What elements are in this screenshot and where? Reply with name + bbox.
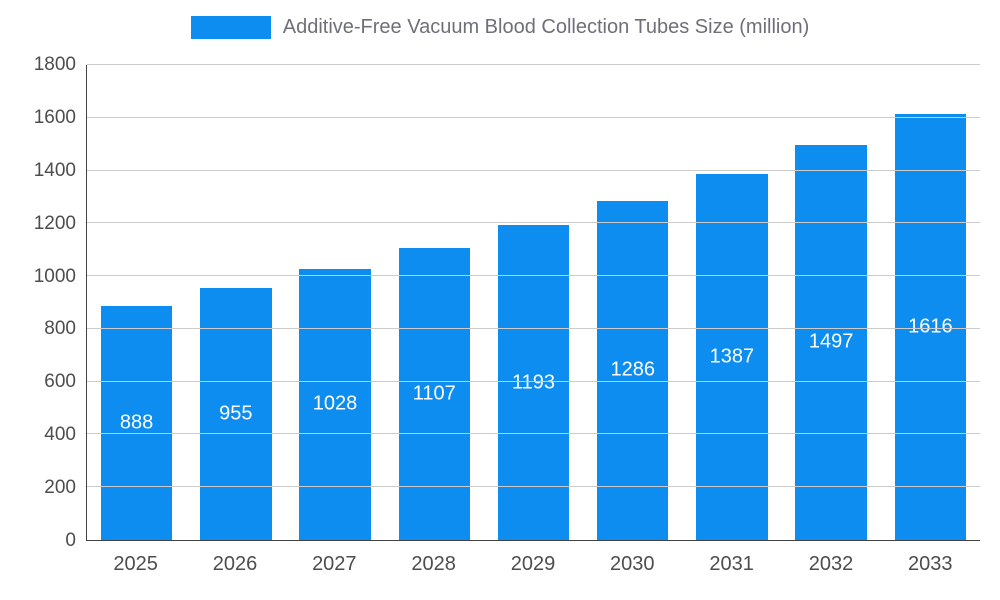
bar-2031: 1387 xyxy=(696,174,768,540)
x-tick-label: 2029 xyxy=(510,553,556,575)
gridline xyxy=(87,486,980,488)
y-tick-label: 1400 xyxy=(33,159,76,181)
bar-band: 1107 xyxy=(385,65,484,540)
x-axis: 2025 2026 2027 2028 2029 2030 2031 2032 2033 xyxy=(86,553,980,576)
gridline xyxy=(87,116,980,118)
x-tick-label: 2032 xyxy=(808,553,854,575)
x-tick-label: 2030 xyxy=(610,553,655,575)
bar-band: 888 xyxy=(87,65,186,540)
y-tick-label: 1000 xyxy=(33,265,76,287)
bar-value-label: 1616 xyxy=(908,315,953,338)
bar-band: 1193 xyxy=(484,65,583,540)
bar-band: 1286 xyxy=(583,65,682,540)
bar-2025: 888 xyxy=(100,305,173,540)
bar-2028: 1107 xyxy=(398,247,470,540)
x-tick-label: 2025 xyxy=(113,553,158,575)
x-tick-label: 2027 xyxy=(312,553,357,575)
x-tick-label: 2031 xyxy=(709,553,754,575)
y-tick-label: 0 xyxy=(65,530,76,551)
gridline xyxy=(87,433,980,435)
legend: Additive-Free Vacuum Blood Collection Tu… xyxy=(0,16,1000,39)
bar-2033: 1616 xyxy=(894,113,967,540)
y-tick-label: 200 xyxy=(44,477,76,499)
legend-swatch xyxy=(190,16,271,39)
y-tick-label: 1600 xyxy=(33,106,76,128)
bar-value-label: 888 xyxy=(119,411,154,434)
bar-value-label: 1497 xyxy=(808,330,854,353)
bars-row: 888 955 1028 1107 1193 1286 1387 1497 1616 xyxy=(87,65,980,540)
bar-value-label: 1028 xyxy=(312,392,358,415)
gridline xyxy=(87,327,980,329)
gridline xyxy=(87,222,980,224)
y-tick-label: 1200 xyxy=(33,212,76,234)
gridline xyxy=(87,275,980,277)
bar-value-label: 955 xyxy=(219,402,253,425)
y-tick-label: 600 xyxy=(44,371,76,393)
bar-2027: 1028 xyxy=(299,268,371,540)
gridline xyxy=(87,64,980,65)
x-tick-label: 2026 xyxy=(212,553,258,575)
x-tick-label: 2033 xyxy=(908,553,953,575)
bar-value-label: 1286 xyxy=(610,358,655,381)
bar-band: 955 xyxy=(186,65,285,540)
y-tick-label: 800 xyxy=(44,318,76,340)
legend-label: Additive-Free Vacuum Blood Collection Tu… xyxy=(282,16,810,38)
bar-2030: 1286 xyxy=(596,200,669,540)
y-tick-label: 1800 xyxy=(33,54,76,75)
y-axis: 0 200 400 600 800 1000 1200 1400 1600 1800 xyxy=(0,54,76,551)
gridline xyxy=(87,169,980,171)
bar-band: 1028 xyxy=(285,65,384,540)
bar-2026: 955 xyxy=(200,288,272,540)
bar-band: 1616 xyxy=(881,65,980,540)
bar-value-label: 1193 xyxy=(511,371,555,394)
bar-band: 1387 xyxy=(682,65,781,540)
bar-value-label: 1387 xyxy=(709,345,755,368)
y-tick-label: 400 xyxy=(44,424,76,446)
bar-band: 1497 xyxy=(782,65,881,540)
gridline xyxy=(87,380,980,382)
plot-area: 888 955 1028 1107 1193 1286 1387 1497 1616 xyxy=(86,64,980,541)
bar-2029: 1193 xyxy=(497,225,570,540)
bar-2032: 1497 xyxy=(795,144,867,540)
x-tick-label: 2028 xyxy=(411,553,456,575)
bar-value-label: 1107 xyxy=(412,382,456,405)
